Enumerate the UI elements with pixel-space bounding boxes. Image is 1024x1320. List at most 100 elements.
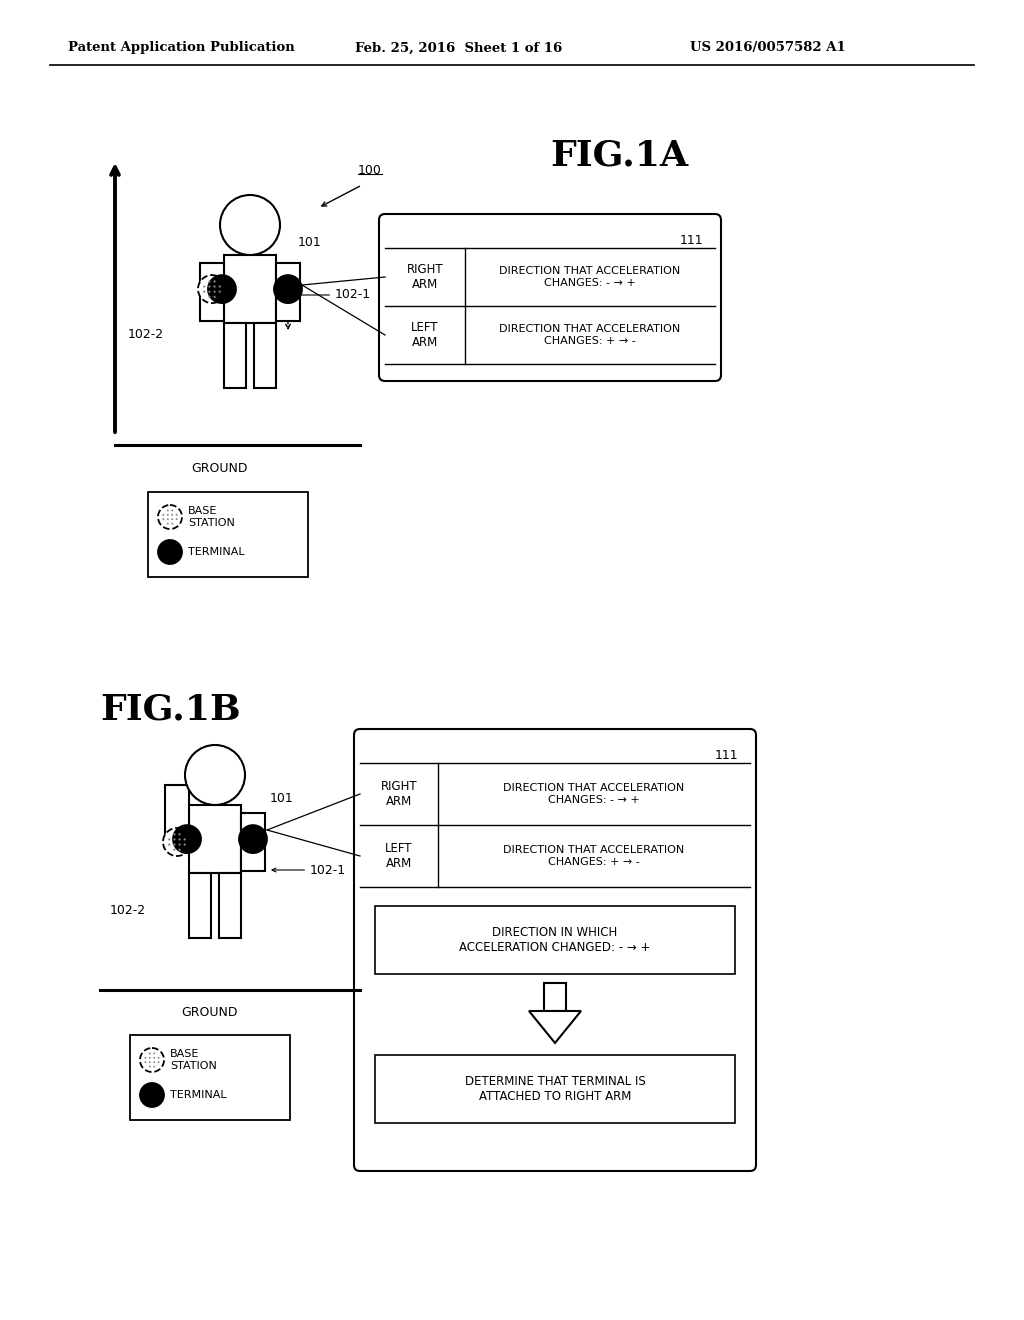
Circle shape — [168, 838, 170, 841]
Circle shape — [140, 1048, 164, 1072]
Text: BASE
STATION: BASE STATION — [170, 1049, 217, 1071]
Text: RIGHT
ARM: RIGHT ARM — [381, 780, 418, 808]
Text: TERMINAL: TERMINAL — [170, 1090, 226, 1100]
Circle shape — [178, 838, 180, 841]
Text: FIG.1A: FIG.1A — [550, 139, 688, 172]
Circle shape — [208, 285, 211, 288]
FancyBboxPatch shape — [254, 323, 276, 388]
Text: 100: 100 — [358, 164, 382, 177]
FancyBboxPatch shape — [241, 813, 265, 871]
Circle shape — [167, 523, 169, 524]
Circle shape — [178, 843, 180, 846]
Circle shape — [168, 843, 170, 846]
Text: DIRECTION IN WHICH
ACCELERATION CHANGED: - → +: DIRECTION IN WHICH ACCELERATION CHANGED:… — [460, 927, 650, 954]
Text: A: A — [214, 750, 222, 763]
Circle shape — [148, 1061, 151, 1063]
Circle shape — [148, 1057, 151, 1059]
Circle shape — [171, 519, 173, 520]
Text: GROUND: GROUND — [191, 462, 248, 474]
Text: LEFT
ARM: LEFT ARM — [385, 842, 413, 870]
Circle shape — [140, 1082, 164, 1107]
Circle shape — [163, 513, 165, 516]
Circle shape — [218, 290, 221, 293]
Circle shape — [154, 1052, 156, 1055]
Circle shape — [167, 510, 169, 511]
FancyBboxPatch shape — [148, 492, 308, 577]
FancyBboxPatch shape — [544, 983, 566, 1011]
FancyBboxPatch shape — [276, 263, 300, 321]
Circle shape — [176, 513, 177, 516]
Circle shape — [154, 1065, 156, 1068]
Circle shape — [167, 513, 169, 516]
Circle shape — [163, 828, 191, 855]
Circle shape — [208, 296, 211, 298]
Text: 102-1: 102-1 — [272, 863, 346, 876]
Circle shape — [176, 519, 177, 520]
Circle shape — [203, 285, 206, 288]
Circle shape — [154, 1057, 156, 1059]
Text: FIG.1B: FIG.1B — [100, 693, 241, 727]
FancyBboxPatch shape — [219, 873, 241, 939]
Circle shape — [178, 833, 180, 836]
Circle shape — [148, 1065, 151, 1068]
Text: GROUND: GROUND — [181, 1006, 239, 1019]
Circle shape — [198, 275, 226, 304]
Text: 111: 111 — [715, 748, 738, 762]
FancyBboxPatch shape — [130, 1035, 290, 1119]
Text: Patent Application Publication: Patent Application Publication — [68, 41, 295, 54]
Circle shape — [148, 1052, 151, 1055]
Circle shape — [158, 540, 182, 564]
Circle shape — [173, 843, 175, 846]
Circle shape — [274, 275, 302, 304]
Text: RIGHT
ARM: RIGHT ARM — [407, 263, 443, 290]
FancyBboxPatch shape — [224, 255, 276, 323]
Text: TERMINAL: TERMINAL — [188, 546, 245, 557]
Text: DIRECTION THAT ACCELERATION
CHANGES: - → +: DIRECTION THAT ACCELERATION CHANGES: - →… — [500, 267, 681, 288]
Text: 102-2: 102-2 — [110, 903, 146, 916]
Circle shape — [213, 285, 216, 288]
Circle shape — [178, 849, 180, 851]
Text: 102-1: 102-1 — [294, 289, 371, 301]
Circle shape — [203, 290, 206, 293]
Text: BASE
STATION: BASE STATION — [188, 506, 234, 528]
FancyBboxPatch shape — [354, 729, 756, 1171]
Circle shape — [154, 1061, 156, 1063]
Circle shape — [213, 296, 216, 298]
Circle shape — [171, 513, 173, 516]
Text: 111: 111 — [679, 234, 703, 247]
Circle shape — [183, 843, 185, 846]
Text: DIRECTION THAT ACCELERATION
CHANGES: + → -: DIRECTION THAT ACCELERATION CHANGES: + →… — [500, 325, 681, 346]
Text: DIRECTION THAT ACCELERATION
CHANGES: - → +: DIRECTION THAT ACCELERATION CHANGES: - →… — [504, 783, 685, 805]
Text: DETERMINE THAT TERMINAL IS
ATTACHED TO RIGHT ARM: DETERMINE THAT TERMINAL IS ATTACHED TO R… — [465, 1074, 645, 1104]
Circle shape — [185, 744, 245, 805]
FancyBboxPatch shape — [379, 214, 721, 381]
Text: 102-2: 102-2 — [128, 329, 164, 342]
FancyBboxPatch shape — [375, 1055, 735, 1123]
Circle shape — [239, 825, 267, 853]
Circle shape — [173, 838, 175, 841]
FancyBboxPatch shape — [375, 906, 735, 974]
Circle shape — [213, 290, 216, 293]
Circle shape — [220, 195, 280, 255]
FancyBboxPatch shape — [224, 323, 246, 388]
Circle shape — [173, 849, 175, 851]
Circle shape — [167, 519, 169, 520]
Text: DIRECTION THAT ACCELERATION
CHANGES: + → -: DIRECTION THAT ACCELERATION CHANGES: + →… — [504, 845, 685, 867]
FancyBboxPatch shape — [200, 263, 224, 321]
Text: A: A — [238, 198, 246, 211]
Circle shape — [208, 275, 236, 304]
Circle shape — [144, 1061, 146, 1063]
Circle shape — [171, 523, 173, 524]
Circle shape — [173, 833, 175, 836]
Text: Feb. 25, 2016  Sheet 1 of 16: Feb. 25, 2016 Sheet 1 of 16 — [355, 41, 562, 54]
Text: LEFT
ARM: LEFT ARM — [412, 321, 438, 348]
Circle shape — [183, 838, 185, 841]
FancyBboxPatch shape — [165, 785, 189, 843]
Circle shape — [218, 285, 221, 288]
Circle shape — [208, 280, 211, 282]
FancyBboxPatch shape — [189, 805, 241, 873]
Circle shape — [158, 506, 182, 529]
Polygon shape — [529, 1011, 581, 1043]
Text: 101: 101 — [270, 792, 294, 804]
FancyBboxPatch shape — [189, 873, 211, 939]
